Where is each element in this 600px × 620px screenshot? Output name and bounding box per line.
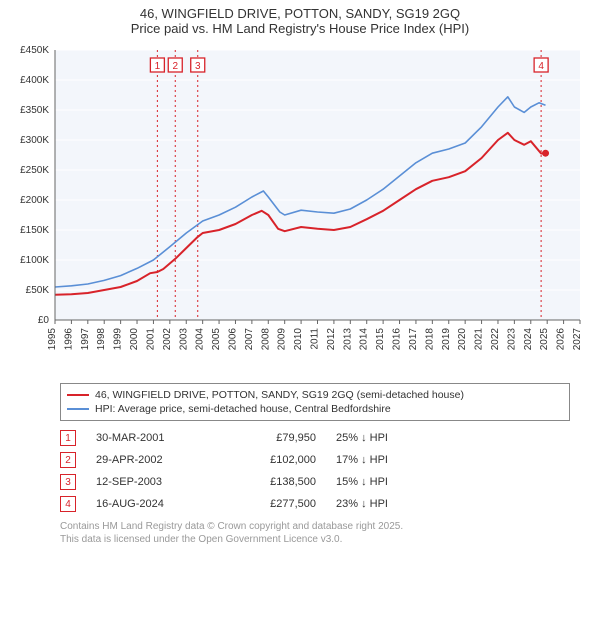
svg-text:2025: 2025 [539,328,550,351]
svg-text:3: 3 [195,61,201,72]
event-row: 3 12-SEP-2003 £138,500 15% ↓ HPI [60,471,570,493]
svg-text:2018: 2018 [424,328,435,351]
event-price: £277,500 [226,498,316,510]
svg-text:£400K: £400K [20,75,49,86]
event-table: 1 30-MAR-2001 £79,950 25% ↓ HPI 2 29-APR… [60,427,570,515]
legend-item-hpi: HPI: Average price, semi-detached house,… [67,402,563,416]
svg-text:£350K: £350K [20,105,49,116]
svg-text:2014: 2014 [359,328,370,351]
svg-text:2010: 2010 [293,328,304,351]
svg-text:2027: 2027 [572,328,583,351]
legend: 46, WINGFIELD DRIVE, POTTON, SANDY, SG19… [60,383,570,421]
svg-text:2023: 2023 [506,328,517,351]
report: 46, WINGFIELD DRIVE, POTTON, SANDY, SG19… [0,0,600,546]
footer-line2: This data is licensed under the Open Gov… [60,534,570,547]
svg-text:2012: 2012 [326,328,337,351]
svg-text:2004: 2004 [195,328,206,351]
title-line2: Price paid vs. HM Land Registry's House … [0,21,600,40]
svg-text:1996: 1996 [63,328,74,351]
svg-text:2026: 2026 [556,328,567,351]
event-marker-icon: 2 [60,452,76,468]
event-marker-icon: 4 [60,496,76,512]
legend-label-hpi: HPI: Average price, semi-detached house,… [95,403,391,415]
svg-text:£100K: £100K [20,255,49,266]
svg-text:2: 2 [172,61,178,72]
event-marker-icon: 3 [60,474,76,490]
chart: £0 £50K £100K £150K £200K £250K £300K £350K £400… [0,40,600,375]
svg-text:£300K: £300K [20,135,49,146]
svg-text:1: 1 [155,61,161,72]
event-row: 4 16-AUG-2024 £277,500 23% ↓ HPI [60,493,570,515]
event-pct: 25% ↓ HPI [336,432,426,444]
legend-label-property: 46, WINGFIELD DRIVE, POTTON, SANDY, SG19… [95,389,464,401]
legend-swatch-property [67,394,89,396]
svg-text:2009: 2009 [277,328,288,351]
svg-text:2016: 2016 [392,328,403,351]
event-pct: 15% ↓ HPI [336,476,426,488]
svg-text:2000: 2000 [129,328,140,351]
footer-line1: Contains HM Land Registry data © Crown c… [60,521,570,534]
svg-text:2021: 2021 [474,328,485,351]
svg-text:2015: 2015 [375,328,386,351]
event-row: 2 29-APR-2002 £102,000 17% ↓ HPI [60,449,570,471]
svg-text:£50K: £50K [26,285,50,296]
event-marker-icon: 1 [60,430,76,446]
svg-text:2007: 2007 [244,328,255,351]
legend-swatch-hpi [67,408,89,410]
footer: Contains HM Land Registry data © Crown c… [60,521,570,546]
svg-text:£0: £0 [38,315,50,326]
svg-text:1999: 1999 [113,328,124,351]
svg-text:2003: 2003 [178,328,189,351]
event-price: £102,000 [226,454,316,466]
svg-text:2024: 2024 [523,328,534,351]
svg-text:2022: 2022 [490,328,501,351]
svg-text:2001: 2001 [145,328,156,351]
svg-text:£250K: £250K [20,165,49,176]
event-pct: 17% ↓ HPI [336,454,426,466]
svg-text:4: 4 [538,61,544,72]
svg-text:2005: 2005 [211,328,222,351]
svg-text:1998: 1998 [96,328,107,351]
svg-text:2017: 2017 [408,328,419,351]
legend-item-property: 46, WINGFIELD DRIVE, POTTON, SANDY, SG19… [67,388,563,402]
svg-text:2011: 2011 [310,328,321,350]
svg-text:£450K: £450K [20,45,49,56]
event-date: 16-AUG-2024 [96,498,206,510]
svg-text:2008: 2008 [260,328,271,351]
chart-svg: £0 £50K £100K £150K £200K £250K £300K £350K £400… [0,40,600,375]
svg-text:2020: 2020 [457,328,468,351]
event-date: 12-SEP-2003 [96,476,206,488]
svg-text:1995: 1995 [47,328,58,351]
title-line1: 46, WINGFIELD DRIVE, POTTON, SANDY, SG19… [0,0,600,21]
svg-text:2013: 2013 [342,328,353,351]
event-price: £79,950 [226,432,316,444]
svg-text:2002: 2002 [162,328,173,351]
event-pct: 23% ↓ HPI [336,498,426,510]
event-date: 30-MAR-2001 [96,432,206,444]
svg-text:£200K: £200K [20,195,49,206]
event-price: £138,500 [226,476,316,488]
svg-text:1997: 1997 [80,328,91,351]
event-row: 1 30-MAR-2001 £79,950 25% ↓ HPI [60,427,570,449]
event-date: 29-APR-2002 [96,454,206,466]
svg-text:2006: 2006 [227,328,238,351]
svg-text:£150K: £150K [20,225,49,236]
svg-text:2019: 2019 [441,328,452,351]
